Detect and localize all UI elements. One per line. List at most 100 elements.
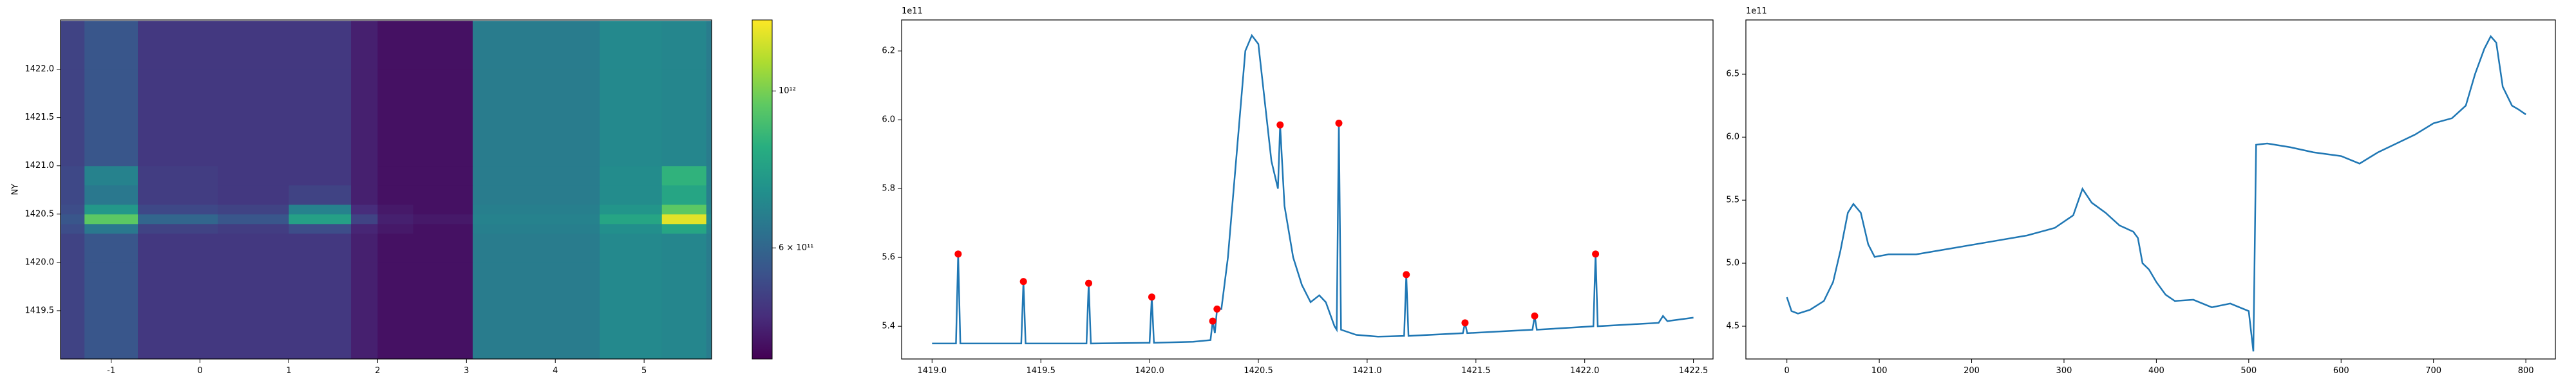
heat-cell bbox=[600, 117, 663, 167]
heat-cell bbox=[706, 69, 712, 118]
heat-cell bbox=[289, 233, 352, 263]
peak-marker bbox=[1461, 319, 1469, 327]
y-tick-label: 1419.5 bbox=[25, 306, 55, 315]
heat-cell bbox=[218, 21, 289, 70]
heat-cell bbox=[84, 223, 138, 234]
heat-cell bbox=[61, 21, 85, 70]
heat-cell bbox=[137, 185, 218, 205]
x-tick-label: 0 bbox=[1785, 366, 1790, 376]
y-tick-label: 1422.0 bbox=[25, 64, 55, 74]
y-tick-label: 1420.0 bbox=[25, 257, 55, 267]
heat-cell bbox=[472, 223, 600, 234]
axes-frame bbox=[901, 19, 1714, 360]
x-tick-label: 600 bbox=[2333, 366, 2349, 376]
heat-cell bbox=[600, 204, 663, 215]
heat-cell bbox=[289, 204, 352, 215]
heat-cell bbox=[377, 185, 414, 205]
offset-label: 1e11 bbox=[902, 6, 923, 16]
heat-cell bbox=[661, 310, 707, 360]
x-tick-label: 1421.0 bbox=[1352, 366, 1382, 376]
heat-cell bbox=[706, 204, 712, 215]
x-tick-label: 1 bbox=[286, 366, 291, 376]
colorbar bbox=[752, 19, 773, 360]
x-tick-label: 3 bbox=[464, 366, 469, 376]
heat-cell bbox=[600, 223, 663, 234]
offset-label: 1e11 bbox=[1746, 6, 1767, 16]
heat-cell bbox=[706, 21, 712, 70]
y-tick-label: 1421.0 bbox=[25, 161, 55, 170]
heat-cell bbox=[661, 165, 707, 186]
heat-cell bbox=[377, 204, 414, 215]
heat-cell bbox=[706, 310, 712, 360]
heat-cell bbox=[137, 223, 218, 234]
heat-cell bbox=[472, 310, 600, 360]
heat-cell bbox=[413, 233, 473, 263]
heat-cell bbox=[377, 310, 414, 360]
heat-cell bbox=[289, 21, 352, 70]
heat-cell bbox=[413, 69, 473, 118]
x-tick-label: 800 bbox=[2518, 366, 2534, 376]
heat-cell bbox=[661, 214, 707, 225]
heat-cell bbox=[351, 117, 378, 167]
heat-cell bbox=[84, 165, 138, 186]
heat-cell bbox=[84, 204, 138, 215]
heat-cell bbox=[289, 117, 352, 167]
heat-cell bbox=[137, 69, 218, 118]
y-tick-label: 5.6 bbox=[882, 253, 895, 262]
heat-cell bbox=[706, 117, 712, 167]
heat-cell bbox=[61, 117, 85, 167]
x-tick-label: 2 bbox=[375, 366, 380, 376]
heat-cell bbox=[289, 262, 352, 311]
heat-cell bbox=[218, 262, 289, 311]
heat-cell bbox=[472, 21, 600, 70]
x-tick-label: 5 bbox=[641, 366, 647, 376]
heat-cell bbox=[661, 223, 707, 234]
heat-cell bbox=[137, 165, 218, 186]
heat-cell bbox=[472, 214, 600, 225]
axes-frame bbox=[1745, 19, 2556, 360]
heat-cell bbox=[218, 310, 289, 360]
heat-cell bbox=[600, 165, 663, 186]
heat-cell bbox=[137, 233, 218, 263]
heat-cell bbox=[61, 214, 85, 225]
x-tick-label: 1419.5 bbox=[1026, 366, 1056, 376]
heat-cell bbox=[706, 223, 712, 234]
x-tick-label: 500 bbox=[2240, 366, 2257, 376]
heat-cell bbox=[137, 262, 218, 311]
peak-marker bbox=[1148, 293, 1155, 301]
y-tick-label: 5.8 bbox=[882, 184, 895, 194]
heat-cell bbox=[84, 310, 138, 360]
y-tick-label: 6.0 bbox=[1726, 133, 1739, 142]
heat-cell bbox=[61, 185, 85, 205]
heat-cell bbox=[351, 233, 378, 263]
heat-cell bbox=[377, 21, 414, 70]
x-tick-label: 700 bbox=[2425, 366, 2441, 376]
peak-marker bbox=[954, 250, 962, 258]
x-tick-label: 300 bbox=[2056, 366, 2072, 376]
heat-cell bbox=[600, 262, 663, 311]
peak-marker bbox=[1085, 279, 1093, 287]
heat-cell bbox=[661, 262, 707, 311]
heat-cell bbox=[472, 69, 600, 118]
heat-cell bbox=[289, 165, 352, 186]
heat-cell bbox=[661, 117, 707, 167]
heat-cell bbox=[61, 223, 85, 234]
heat-cell bbox=[600, 214, 663, 225]
heat-cell bbox=[351, 21, 378, 70]
heat-cell bbox=[218, 117, 289, 167]
heat-cell bbox=[61, 204, 85, 215]
heat-cell bbox=[661, 233, 707, 263]
heat-cell bbox=[218, 185, 289, 205]
peak-marker bbox=[1276, 121, 1284, 129]
heat-cell bbox=[137, 214, 218, 225]
y-tick-label: 6.5 bbox=[1726, 69, 1739, 79]
heat-cell bbox=[413, 214, 473, 225]
heat-cell bbox=[472, 233, 600, 263]
heat-cell bbox=[84, 214, 138, 225]
heat-cell bbox=[413, 223, 473, 234]
heat-cell bbox=[137, 117, 218, 167]
heat-cell bbox=[377, 165, 414, 186]
heat-cell bbox=[351, 310, 378, 360]
heat-cell bbox=[377, 214, 414, 225]
y-tick-label: 5.5 bbox=[1726, 196, 1739, 205]
